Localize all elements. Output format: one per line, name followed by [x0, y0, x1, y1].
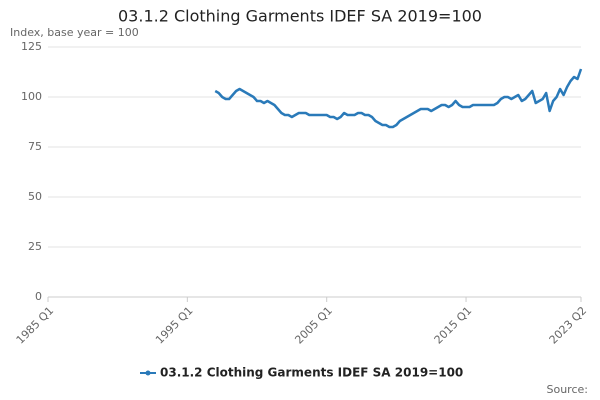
x-tick-label: 1995 Q1 — [153, 304, 196, 347]
y-tick-label: 25 — [28, 240, 42, 253]
y-tick-label: 0 — [35, 290, 42, 303]
source: Source: — [547, 383, 589, 396]
y-tick-label: 50 — [28, 190, 42, 203]
chart-title: 03.1.2 Clothing Garments IDEF SA 2019=10… — [118, 7, 482, 26]
y-tick-label: 75 — [28, 140, 42, 153]
y-tick-label: 100 — [21, 90, 42, 103]
legend-text: 03.1.2 Clothing Garments IDEF SA 2019=10… — [160, 366, 463, 380]
x-tick-label: 1985 Q1 — [14, 304, 57, 347]
legend-marker — [145, 370, 151, 376]
x-tick-label: 2005 Q1 — [292, 304, 335, 347]
y-tick-label: 125 — [21, 40, 42, 53]
x-tick-label: 2015 Q1 — [432, 304, 475, 347]
y-axis-label: Index, base year = 100 — [10, 26, 139, 39]
x-tick-label: 2023 Q2 — [547, 304, 590, 347]
line-series — [214, 68, 583, 129]
